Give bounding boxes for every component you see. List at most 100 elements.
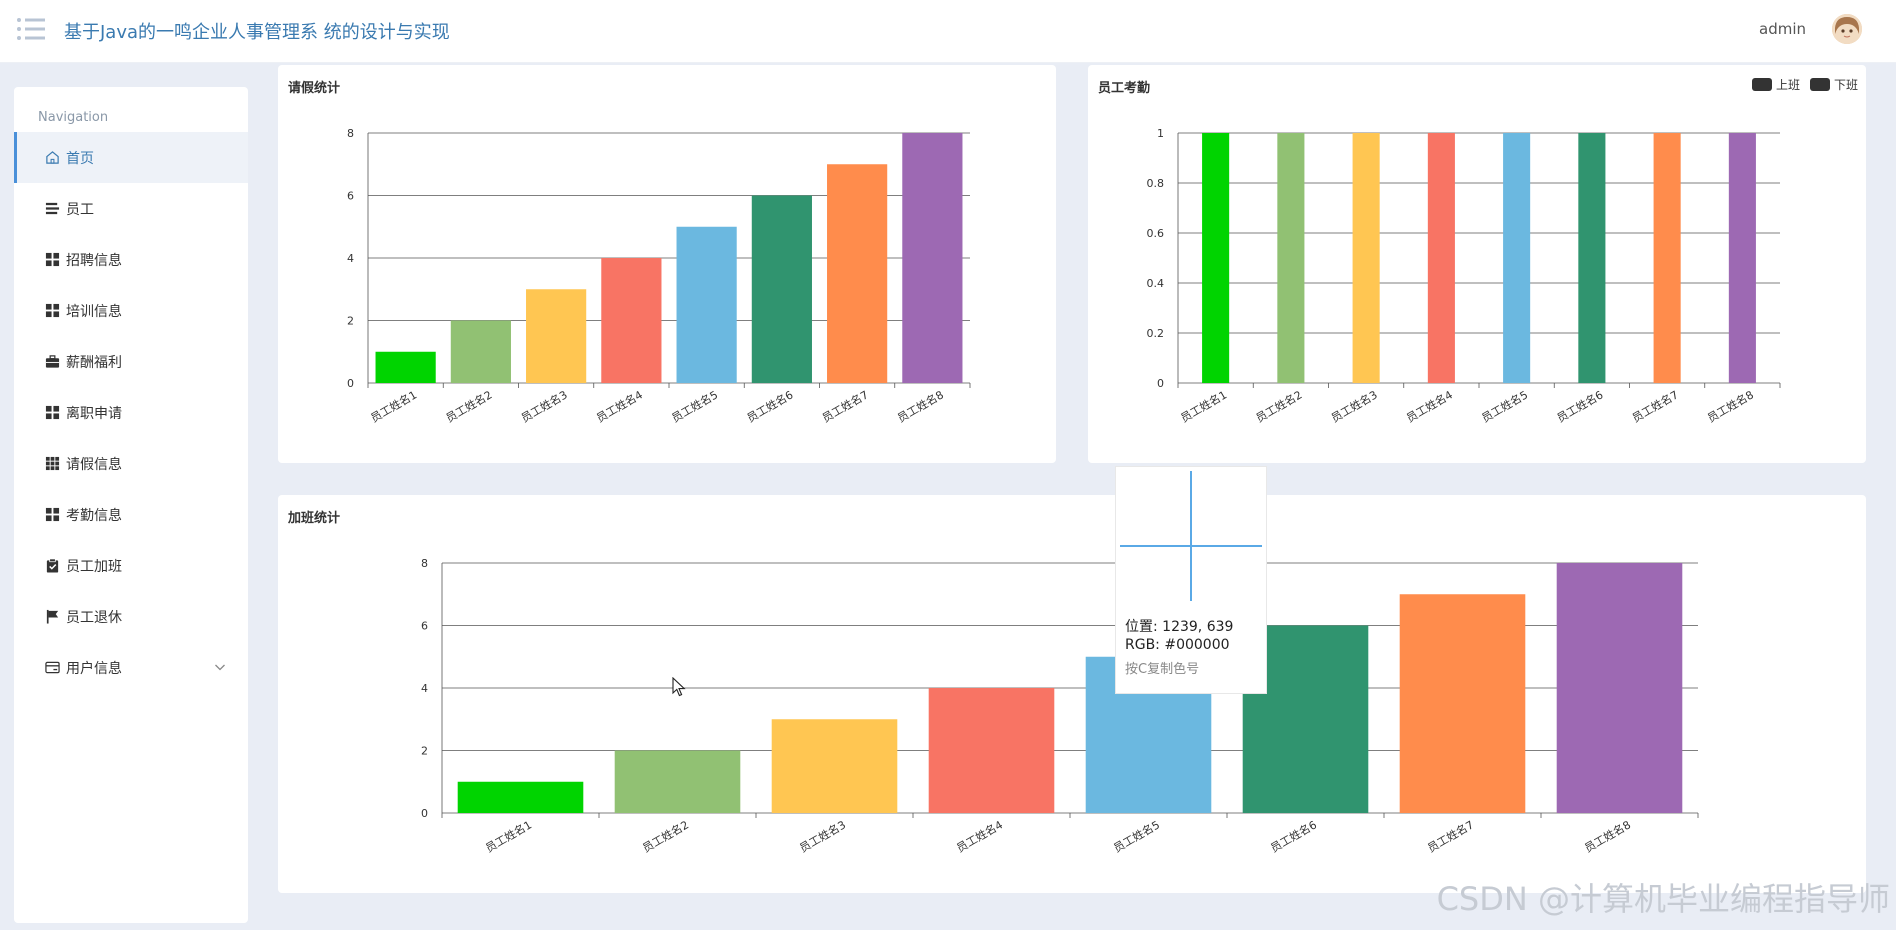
sidebar-item-label: 首页 <box>66 150 94 167</box>
bar[interactable] <box>1653 133 1681 383</box>
sidebar-item-overtime[interactable]: 员工加班 <box>14 540 248 591</box>
bar[interactable] <box>1427 133 1455 383</box>
x-tick-label: 员工姓名5 <box>669 387 720 425</box>
grid-icon <box>45 252 60 267</box>
chart-title: 员工考勤 <box>1098 81 1151 96</box>
grid-icon <box>45 303 60 318</box>
x-tick-label: 员工姓名4 <box>954 817 1005 855</box>
sidebar-item-label: 员工退休 <box>66 609 122 626</box>
x-tick-label: 员工姓名2 <box>443 387 494 425</box>
legend-item-onduty[interactable]: 上班 <box>1751 76 1800 93</box>
bar[interactable] <box>614 750 741 814</box>
x-tick-label: 员工姓名3 <box>518 387 569 425</box>
y-tick-label: 0 <box>421 807 428 820</box>
x-tick-label: 员工姓名1 <box>483 817 534 855</box>
bar[interactable] <box>928 688 1055 813</box>
sidebar-item-home[interactable]: 首页 <box>14 132 248 183</box>
y-tick-label: 4 <box>421 682 428 695</box>
app-title: 基于Java的一鸣企业人事管理系 统的设计与实现 <box>64 22 450 43</box>
sidebar: Navigation 首页 员工 招聘信息 培训信息 薪酬福利 离职申请 请假信… <box>14 87 248 923</box>
bar[interactable] <box>526 289 587 383</box>
bar[interactable] <box>1277 133 1305 383</box>
x-tick-label: 员工姓名6 <box>744 387 795 425</box>
y-tick-label: 0.6 <box>1147 227 1165 240</box>
sidebar-item-label: 员工 <box>66 201 94 218</box>
sidebar-item-label: 薪酬福利 <box>66 354 122 371</box>
x-tick-label: 员工姓名2 <box>640 817 691 855</box>
y-tick-label: 0.8 <box>1147 177 1165 190</box>
bar[interactable] <box>375 351 436 383</box>
sidebar-item-resignation[interactable]: 离职申请 <box>14 387 248 438</box>
sidebar-item-training[interactable]: 培训信息 <box>14 285 248 336</box>
bar[interactable] <box>601 258 662 383</box>
bar[interactable] <box>457 781 584 813</box>
x-tick-label: 员工姓名3 <box>797 817 848 855</box>
sidebar-item-recruitment[interactable]: 招聘信息 <box>14 234 248 285</box>
bar[interactable] <box>676 226 737 383</box>
sidebar-item-label: 考勤信息 <box>66 507 122 524</box>
x-tick-label: 员工姓名8 <box>1582 817 1633 855</box>
sidebar-item-user-info[interactable]: 用户信息 <box>14 642 248 693</box>
y-tick-label: 6 <box>347 190 354 203</box>
bar[interactable] <box>1399 594 1526 813</box>
bar[interactable] <box>751 195 812 384</box>
sidebar-item-label: 培训信息 <box>66 303 122 320</box>
briefcase-icon <box>45 355 60 368</box>
grid9-icon <box>45 456 60 471</box>
legend-swatch <box>1809 78 1830 91</box>
attendance-card: 员工考勤 上班 下班 0 0.2 0.4 0.6 0.8 1 员工姓名1 员工姓名2 员工姓名3… <box>1088 65 1866 463</box>
y-tick-label: 4 <box>347 252 354 265</box>
avatar[interactable] <box>1832 14 1862 44</box>
grid-icon <box>45 405 60 420</box>
y-tick-label: 2 <box>421 745 428 758</box>
y-tick-label: 0 <box>347 377 354 390</box>
bar[interactable] <box>1202 133 1230 383</box>
x-tick-label: 员工姓名5 <box>1111 817 1162 855</box>
bar[interactable] <box>771 719 898 813</box>
y-tick-label: 8 <box>347 127 354 140</box>
sidebar-item-employee[interactable]: 员工 <box>14 183 248 234</box>
x-tick-label: 员工姓名5 <box>1479 387 1530 425</box>
flag-icon <box>46 609 59 624</box>
x-tick-label: 员工姓名7 <box>1425 817 1476 855</box>
chart-title: 请假统计 <box>288 81 341 96</box>
bar[interactable] <box>1578 133 1606 383</box>
bar[interactable] <box>1728 133 1756 383</box>
chevron-down-icon <box>215 664 225 671</box>
legend-label: 上班 <box>1775 78 1800 92</box>
bar[interactable] <box>1352 133 1380 383</box>
legend-label: 下班 <box>1833 78 1858 92</box>
y-tick-label: 0 <box>1157 377 1164 390</box>
sidebar-item-attendance[interactable]: 考勤信息 <box>14 489 248 540</box>
x-tick-label: 员工姓名7 <box>1629 387 1680 425</box>
sidebar-item-retirement[interactable]: 员工退休 <box>14 591 248 642</box>
bar[interactable] <box>450 320 511 384</box>
bar[interactable] <box>1503 133 1531 383</box>
x-tick-label: 员工姓名1 <box>1178 387 1229 425</box>
list-icon <box>45 202 60 215</box>
y-tick-label: 0.4 <box>1147 277 1165 290</box>
x-tick-label: 员工姓名1 <box>368 387 419 425</box>
sidebar-item-salary[interactable]: 薪酬福利 <box>14 336 248 387</box>
x-tick-label: 员工姓名6 <box>1554 387 1605 425</box>
x-tick-label: 员工姓名7 <box>819 387 870 425</box>
bar[interactable] <box>827 164 888 383</box>
sidebar-item-label: 招聘信息 <box>66 252 122 269</box>
overtime-stats-card: 加班统计 0 2 4 6 8 员工姓名1 员工姓名2 员工姓名3 员工姓名4 员工姓名5 员工姓名6… <box>278 495 1866 893</box>
leave-stats-card: 请假统计 0 2 4 6 8 员工姓名1 员工姓名2 员工姓名3 员工姓名4 员工姓名5 员工姓名6… <box>278 65 1056 463</box>
bar[interactable] <box>1556 563 1683 813</box>
menu-toggle-icon[interactable] <box>16 16 46 42</box>
legend-item-offduty[interactable]: 下班 <box>1809 76 1858 93</box>
x-tick-label: 员工姓名3 <box>1328 387 1379 425</box>
y-tick-label: 1 <box>1157 127 1164 140</box>
picker-hint: 按C复制色号 <box>1125 662 1200 677</box>
overtime-stats-chart: 0 2 4 6 8 员工姓名1 员工姓名2 员工姓名3 员工姓名4 员工姓名5 员工姓名6 员工姓名7… <box>421 557 1699 855</box>
y-tick-label: 8 <box>421 557 428 570</box>
user-name[interactable]: admin <box>1759 20 1806 38</box>
card-icon <box>45 661 60 674</box>
clipboard-icon <box>46 558 59 573</box>
x-tick-label: 员工姓名8 <box>1705 387 1756 425</box>
bar[interactable] <box>902 133 963 383</box>
chart-title: 加班统计 <box>288 511 341 526</box>
sidebar-item-leave[interactable]: 请假信息 <box>14 438 248 489</box>
